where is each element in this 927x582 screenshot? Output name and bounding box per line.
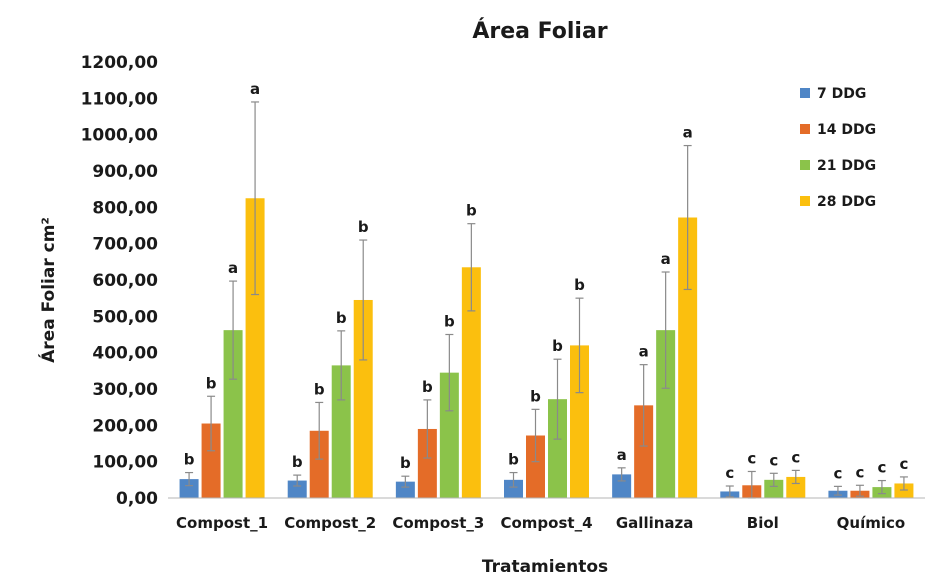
x-tick-label: Compost_4 — [500, 514, 592, 532]
significance-label: c — [855, 463, 864, 481]
bar — [309, 430, 329, 498]
bar — [395, 481, 415, 498]
bar — [764, 479, 784, 498]
significance-label: b — [184, 451, 195, 469]
legend-swatch — [800, 88, 810, 98]
significance-label: c — [833, 464, 842, 482]
significance-label: b — [444, 313, 455, 331]
y-tick-label: 200,00 — [92, 416, 158, 436]
y-tick-label: 1000,00 — [81, 126, 159, 146]
bar — [245, 198, 265, 498]
bar — [894, 483, 914, 498]
legend-swatch — [800, 160, 810, 170]
legend-swatch — [800, 196, 810, 206]
chart-title: Área Foliar — [472, 18, 607, 44]
significance-label: c — [877, 459, 886, 477]
significance-label: c — [791, 448, 800, 466]
bar — [526, 435, 545, 498]
x-tick-label: Biol — [747, 514, 779, 532]
significance-label: c — [747, 449, 756, 467]
x-tick-label: Gallinaza — [616, 514, 694, 532]
x-axis-label: Tratamientos — [482, 557, 608, 577]
legend-label: 21 DDG — [817, 158, 876, 174]
significance-label: c — [769, 451, 778, 469]
bar — [439, 372, 459, 498]
y-tick-label: 800,00 — [92, 198, 158, 218]
significance-label: b — [358, 218, 369, 236]
y-axis: 0,00 100,00 200,00 300,00 400,00 500,00 600,00… — [81, 53, 159, 509]
bar — [353, 299, 373, 498]
y-tick-label: 400,00 — [92, 344, 158, 364]
bar — [678, 217, 698, 499]
legend-label: 14 DDG — [817, 122, 876, 138]
significance-label: b — [422, 378, 433, 396]
bar — [461, 267, 481, 498]
significance-label: a — [639, 343, 649, 361]
y-tick-label: 900,00 — [92, 162, 158, 182]
significance-label: b — [292, 453, 303, 471]
significance-label: a — [250, 80, 260, 98]
bar — [287, 480, 307, 498]
bar — [612, 474, 632, 498]
x-tick-label: Compost_1 — [176, 514, 268, 532]
significance-label: a — [683, 124, 693, 142]
significance-label: b — [574, 276, 585, 294]
bar — [634, 405, 654, 498]
significance-label: b — [314, 380, 325, 398]
legend: 7 DDG 14 DDG 21 DDG 28 DDG — [800, 86, 876, 210]
significance-label: b — [466, 202, 477, 220]
significance-label: c — [899, 455, 908, 473]
x-tick-label: Químico — [837, 514, 906, 532]
significance-label: b — [400, 454, 411, 472]
bar — [331, 365, 351, 498]
significance-label: a — [228, 259, 238, 277]
y-tick-label: 300,00 — [92, 380, 158, 400]
significance-label: b — [336, 309, 347, 327]
significance-label: a — [617, 446, 627, 464]
x-tick-label: Compost_2 — [284, 514, 376, 532]
x-tick-label: Compost_3 — [392, 514, 484, 532]
y-tick-label: 500,00 — [92, 307, 158, 327]
bar — [548, 399, 567, 498]
bar — [223, 330, 243, 498]
y-axis-label: Área Foliar cm² — [37, 217, 59, 363]
significance-label: c — [725, 464, 734, 482]
bar — [417, 428, 437, 498]
bar — [504, 479, 523, 498]
bar — [786, 476, 806, 498]
x-axis: Compost_1 Compost_2 Compost_3 Compost_4 Gall… — [168, 497, 925, 532]
y-tick-label: 1200,00 — [81, 53, 159, 73]
bar — [179, 479, 199, 498]
legend-label: 28 DDG — [817, 194, 876, 210]
bar — [570, 345, 589, 498]
significance-label: b — [552, 337, 563, 355]
y-tick-label: 1100,00 — [81, 89, 159, 109]
legend-label: 7 DDG — [817, 86, 866, 102]
y-tick-label: 0,00 — [116, 489, 158, 509]
y-tick-label: 100,00 — [92, 453, 158, 473]
y-tick-label: 700,00 — [92, 235, 158, 255]
legend-swatch — [800, 124, 810, 134]
bar — [656, 330, 676, 498]
significance-label: b — [508, 451, 519, 469]
bar — [201, 423, 221, 498]
significance-label: b — [206, 374, 217, 392]
significance-label: a — [661, 250, 671, 268]
significance-label: b — [530, 387, 541, 405]
y-tick-label: 600,00 — [92, 271, 158, 291]
